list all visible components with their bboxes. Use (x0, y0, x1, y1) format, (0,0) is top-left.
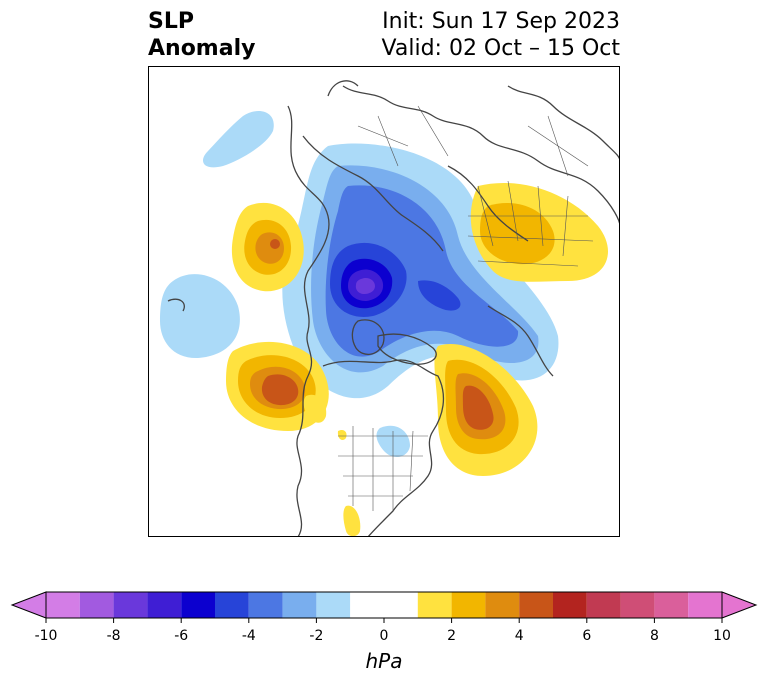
colorbar-segment (519, 592, 553, 618)
colorbar-tick-label: -4 (242, 628, 256, 644)
colorbar-segment (688, 592, 722, 618)
colorbar-tick-label: 2 (447, 628, 456, 644)
colorbar-segment (417, 592, 452, 618)
title-valid: Valid: 02 Oct – 15 Oct (381, 36, 620, 61)
coastlines (167, 80, 620, 537)
colorbar-segment (586, 592, 621, 618)
colorbar-extend-max (721, 591, 758, 619)
colorbar-unit-label: hPa (366, 649, 403, 673)
colorbar-segment (46, 592, 80, 618)
colorbar-segment (215, 592, 249, 618)
colorbar-segment (620, 592, 655, 618)
colorbar-segment (282, 592, 317, 618)
east-asia-high-anomaly (231, 202, 304, 292)
colorbar-segment (79, 592, 114, 618)
arctic-low-anomaly (282, 143, 559, 399)
colorbar-segment (181, 592, 215, 618)
colorbar-tick-label: 6 (582, 628, 591, 644)
title-anomaly: Anomaly (148, 36, 256, 61)
colorbar-fill (10, 591, 758, 619)
colorbar-tick-label: 10 (713, 628, 731, 644)
colorbar-tick-label: 8 (650, 628, 659, 644)
borders (338, 105, 594, 511)
colorbar-tick-label: -6 (174, 628, 188, 644)
colorbar-segment (485, 592, 520, 618)
colorbar-tick-label: -2 (309, 628, 323, 644)
colorbar-segment (113, 592, 148, 618)
colorbar-segment (248, 592, 283, 618)
colorbar-ticks: -10 -8 -6 -4 -2 0 2 4 6 8 10 (35, 618, 731, 644)
map-frame (148, 66, 620, 537)
title-dates: Init: Sun 17 Sep 2023 Valid: 02 Oct – 15… (382, 8, 620, 62)
colorbar-tick-label: -8 (107, 628, 121, 644)
title-init: Init: Sun 17 Sep 2023 (382, 9, 620, 34)
colorbar-segment (654, 592, 689, 618)
title-slp: SLP (148, 9, 194, 34)
north-atlantic-high-anomaly (337, 344, 538, 537)
colorbar-tick-label: -10 (35, 628, 58, 644)
colorbar-segment (553, 592, 587, 618)
title-variable: SLP Anomaly (148, 8, 255, 62)
colorbar-segment (316, 592, 351, 618)
colorbar-tick-label: 4 (515, 628, 524, 644)
colorbar-segment (147, 592, 182, 618)
colorbar-segment (451, 592, 486, 618)
colorbar-extend-min (10, 591, 47, 619)
colorbar-segment (350, 592, 418, 618)
colorbar: -10 -8 -6 -4 -2 0 2 4 6 8 10 hPa (10, 591, 758, 673)
colorbar-tick-label: 0 (380, 628, 389, 644)
slp-anomaly-map (148, 66, 620, 537)
